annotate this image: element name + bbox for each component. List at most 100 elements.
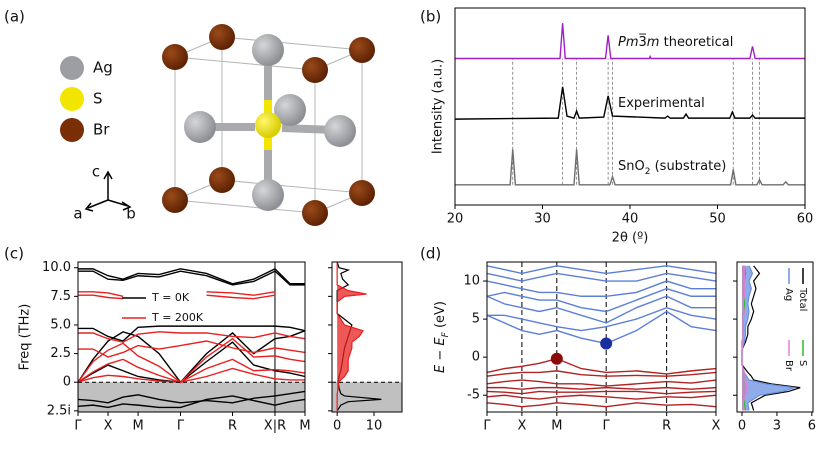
legend-label: Br xyxy=(93,121,110,139)
series-label: Pm3̅m theoretical xyxy=(618,33,733,49)
panel-label: (d) xyxy=(420,245,441,263)
legend-label: Total xyxy=(797,287,808,311)
axes-frame xyxy=(736,261,814,413)
axis-a: a xyxy=(73,205,82,223)
series-label-part: theoretical xyxy=(659,35,733,50)
y-tick-label: 7.5 xyxy=(50,289,71,304)
band xyxy=(486,272,717,282)
x-tick-label: X|R xyxy=(264,419,286,434)
y-axis-label: Freq (THz) xyxy=(18,304,33,371)
band xyxy=(486,295,716,324)
y-tick-label: -5 xyxy=(467,388,480,403)
band xyxy=(78,268,305,285)
band xyxy=(486,310,717,345)
series-label-part: SnO xyxy=(618,159,645,174)
x-tick-label: 0 xyxy=(738,419,746,434)
band xyxy=(486,370,717,377)
x-tick-label: 20 xyxy=(447,212,464,227)
legend-label: T = 0K xyxy=(151,291,190,304)
series-label-part: 3̅ xyxy=(639,33,647,49)
band xyxy=(78,340,306,358)
x-tick-label: M xyxy=(299,419,310,434)
y-tick-label: 0 xyxy=(63,375,71,390)
band-edge-marker xyxy=(550,352,563,365)
x-tick-label: X xyxy=(517,419,526,434)
x-tick-label: R xyxy=(662,419,671,434)
y-tick-label: 10 xyxy=(463,274,480,289)
x-axis-label: 2θ (º) xyxy=(612,231,649,246)
series-label-part: (substrate) xyxy=(650,159,726,174)
band xyxy=(78,270,305,286)
band xyxy=(487,386,717,390)
axis-b: b xyxy=(126,205,136,223)
band xyxy=(486,402,717,408)
band xyxy=(487,306,717,332)
legend-swatch xyxy=(60,56,84,80)
axes-frame xyxy=(486,261,717,413)
band xyxy=(78,331,306,343)
y-axis-label-part: E xyxy=(433,364,448,373)
band xyxy=(486,379,717,387)
x-tick-label: 40 xyxy=(622,212,639,227)
band xyxy=(77,395,306,409)
band xyxy=(78,294,276,300)
series-label-part: Experimental xyxy=(618,96,705,111)
band xyxy=(486,287,716,313)
y-tick-label: 5 xyxy=(472,312,480,327)
series-label-part: Pm xyxy=(618,35,639,50)
dos-fill xyxy=(337,262,367,411)
y-axis-label-part: F xyxy=(441,331,451,337)
x-tick-label: 6 xyxy=(808,419,816,434)
x-tick-label: X xyxy=(712,419,721,434)
x-tick-label: 50 xyxy=(709,212,726,227)
band xyxy=(486,394,717,400)
pattern-line xyxy=(455,149,805,186)
band xyxy=(486,265,717,275)
legend-label: Br xyxy=(783,360,794,372)
series-label: SnO2 (substrate) xyxy=(618,159,726,177)
imaginary-region xyxy=(78,382,305,412)
legend-swatch xyxy=(60,87,84,111)
axes-frame xyxy=(331,261,403,413)
y-tick-label: 0 xyxy=(472,350,480,365)
x-tick-label: 10 xyxy=(366,419,383,434)
series-label: Experimental xyxy=(618,96,705,111)
legend-swatch xyxy=(60,118,84,142)
pattern-line xyxy=(455,23,805,60)
series-label-part: 2 xyxy=(645,167,651,177)
legend-label: S xyxy=(93,90,103,108)
axis-c: c xyxy=(92,163,100,181)
x-tick-label: R xyxy=(228,419,237,434)
legend-label: T = 200K xyxy=(151,311,204,324)
legend-label: Ag xyxy=(783,288,794,301)
legend-label: Ag xyxy=(93,59,113,77)
y-tick-label: 5.0 xyxy=(50,317,71,332)
imaginary-region xyxy=(332,382,402,412)
y-axis-label-part: E xyxy=(433,337,448,346)
axes-frame xyxy=(77,261,306,413)
dos-line xyxy=(336,262,367,411)
band xyxy=(486,280,716,297)
lattice-axes xyxy=(84,170,132,212)
panel-label: (a) xyxy=(4,8,25,26)
y-tick-label: 2.5 xyxy=(50,346,71,361)
x-tick-label: 30 xyxy=(534,212,551,227)
y-axis-label-part: − xyxy=(433,346,448,365)
x-tick-label: M xyxy=(551,419,562,434)
y-axis-label-part: (eV) xyxy=(433,301,448,332)
atoms xyxy=(162,24,375,226)
dos-fill xyxy=(742,265,795,411)
pattern-line xyxy=(454,86,805,120)
band xyxy=(486,357,717,375)
band-edge-marker xyxy=(600,337,613,350)
band xyxy=(78,325,306,342)
x-tick-label: 3 xyxy=(773,419,781,434)
panel-label: (b) xyxy=(420,8,441,26)
x-tick-label: M xyxy=(132,419,143,434)
y-axis-label: Intensity (a.u.) xyxy=(431,59,446,154)
x-tick-label: 0 xyxy=(333,419,341,434)
atom-legend: Ag S Br xyxy=(60,56,113,142)
x-tick-label: Γ xyxy=(177,419,185,434)
series-label-part: m xyxy=(647,35,660,50)
